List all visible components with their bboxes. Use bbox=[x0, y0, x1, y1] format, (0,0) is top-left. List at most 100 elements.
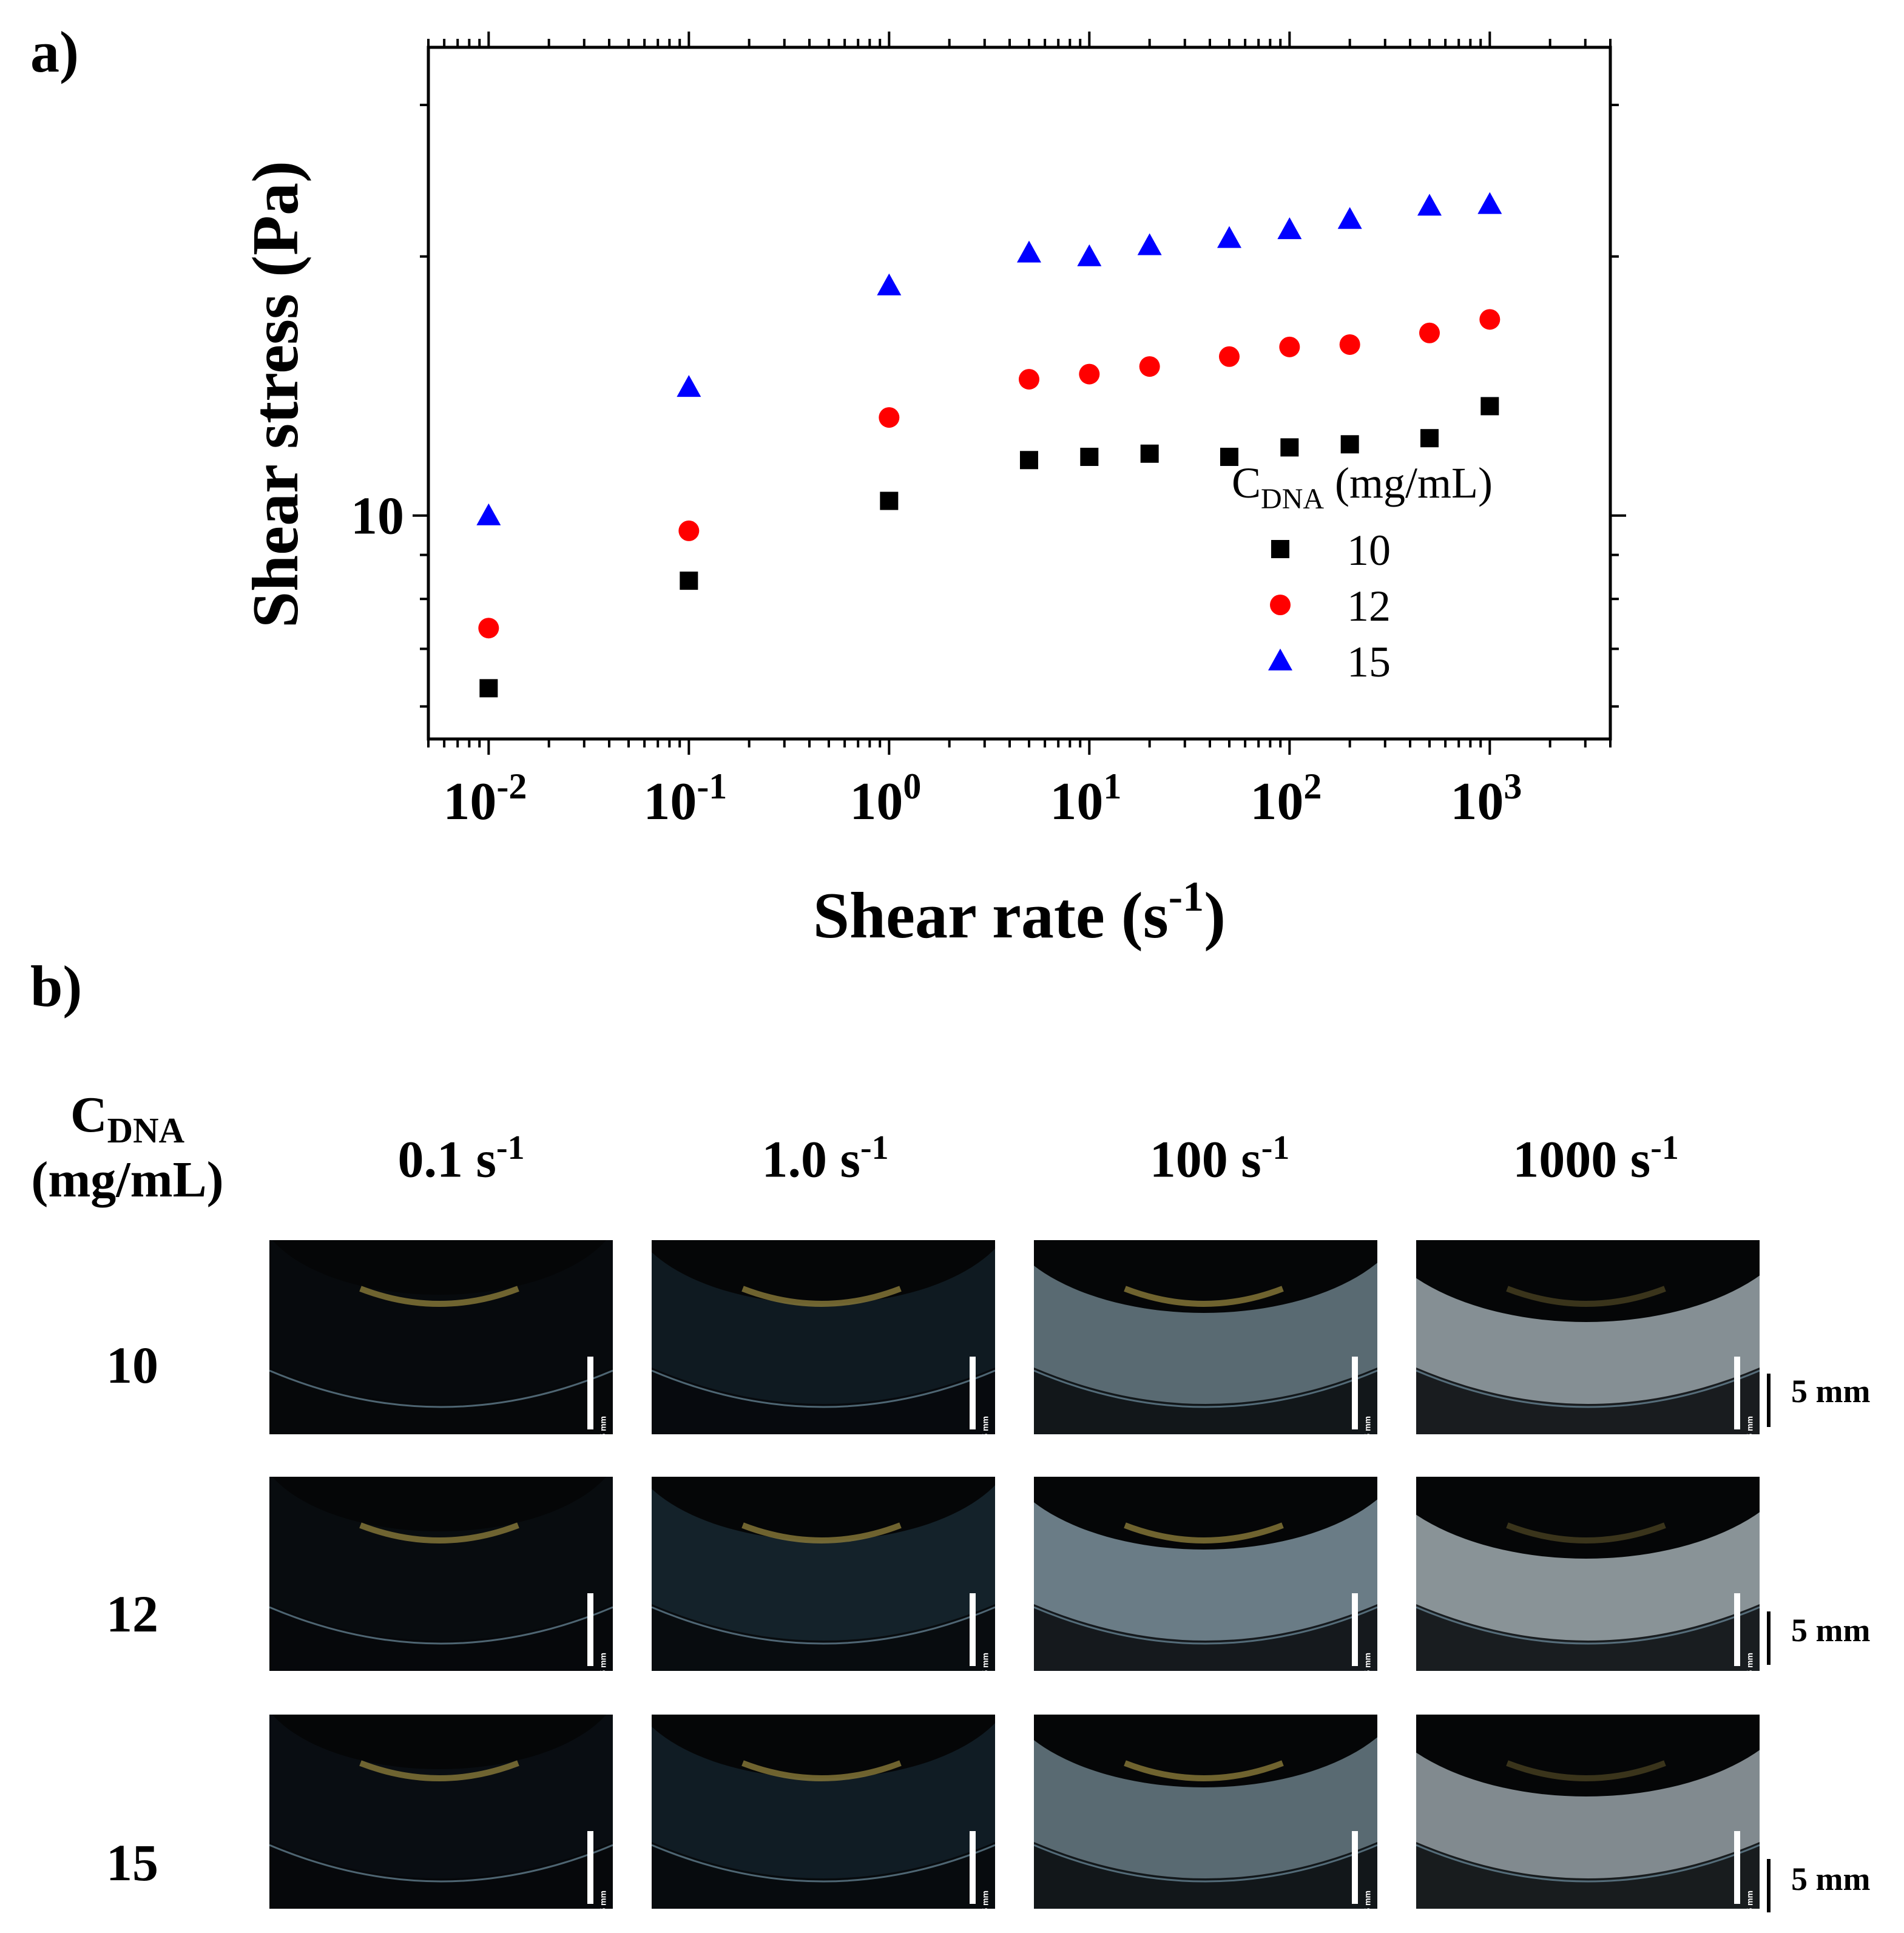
photo-scale-label: 5 mm bbox=[981, 1653, 990, 1671]
legend-label-15: 15 bbox=[1347, 638, 1391, 686]
plot-frame bbox=[427, 46, 1612, 741]
column-header-100: 100 s-1 bbox=[1062, 1128, 1377, 1190]
scale-bar-label-row-12: 5 mm bbox=[1791, 1612, 1871, 1648]
photo-scale-bar bbox=[1734, 1357, 1740, 1429]
panel-a-label: a) bbox=[30, 19, 79, 84]
photo-scale-bar bbox=[1734, 1831, 1740, 1904]
photo-scale-bar bbox=[1352, 1593, 1358, 1666]
x-tick-label: 10-1 bbox=[643, 766, 727, 831]
scale-bar-row-15 bbox=[1767, 1859, 1771, 1912]
data-point-series-12 bbox=[1218, 346, 1240, 367]
data-point-series-10 bbox=[680, 572, 698, 590]
photo-scale-bar bbox=[970, 1357, 976, 1429]
shear-stress-chart: 10-2 10-1 100 101 102 103 10 Shear rate (s-1) Sh… bbox=[240, 32, 1626, 952]
photo-scale-label: 5 mm bbox=[1363, 1891, 1372, 1909]
shear-photo-r1-c2: 5 mm bbox=[1034, 1477, 1377, 1671]
legend-label-10: 10 bbox=[1347, 526, 1391, 575]
photo-scale-label: 5 mm bbox=[1745, 1416, 1755, 1434]
photo-scale-label: 5 mm bbox=[598, 1416, 608, 1434]
cdna-header-sub: DNA bbox=[107, 1110, 185, 1150]
data-point-series-15 bbox=[1137, 233, 1162, 255]
data-point-series-15 bbox=[1077, 244, 1102, 266]
data-point-series-15 bbox=[877, 273, 902, 295]
x-tick-label: 103 bbox=[1450, 766, 1522, 831]
photo-scale-bar bbox=[587, 1831, 593, 1904]
data-point-series-10 bbox=[1019, 451, 1038, 470]
legend-label-12: 12 bbox=[1347, 582, 1391, 630]
scale-bar-label-row-15: 5 mm bbox=[1791, 1861, 1871, 1897]
x-tick-label: 100 bbox=[849, 766, 921, 831]
data-point-series-15 bbox=[1337, 207, 1362, 229]
data-point-series-15 bbox=[1277, 217, 1302, 240]
photo-scale-label: 5 mm bbox=[1745, 1653, 1755, 1671]
column-header-sup: -1 bbox=[1650, 1129, 1679, 1167]
data-point-series-12 bbox=[1018, 369, 1039, 390]
photo-scale-bar bbox=[1352, 1357, 1358, 1429]
shear-photo-r0-c0: 5 mm bbox=[269, 1240, 613, 1434]
photo-scale-label: 5 mm bbox=[598, 1653, 608, 1671]
cdna-header-main: C bbox=[70, 1087, 107, 1143]
scale-bar-row-10 bbox=[1767, 1374, 1771, 1427]
cdna-header: CDNA (mg/mL) bbox=[0, 1086, 255, 1210]
shear-photo-r2-c3: 5 mm bbox=[1416, 1715, 1760, 1909]
photo-scale-bar bbox=[970, 1593, 976, 1666]
photo-scale-bar bbox=[587, 1593, 593, 1666]
photo-image bbox=[1416, 1240, 1760, 1434]
x-tick-label: 10-2 bbox=[443, 766, 527, 831]
photo-image bbox=[269, 1715, 613, 1909]
photo-scale-label: 5 mm bbox=[981, 1416, 990, 1434]
photo-scale-label: 5 mm bbox=[1363, 1653, 1372, 1671]
data-point-series-12 bbox=[1339, 334, 1360, 355]
scale-bar-label-row-10: 5 mm bbox=[1791, 1373, 1871, 1409]
row-label-12: 12 bbox=[106, 1585, 158, 1643]
legend-marker-12 bbox=[1270, 595, 1291, 615]
column-header-text: 1000 s bbox=[1513, 1130, 1651, 1189]
y-axis-label: Shear stress (Pa) bbox=[240, 161, 312, 628]
y-tick-label: 10 bbox=[351, 487, 404, 546]
shear-photo-r2-c0: 5 mm bbox=[269, 1715, 613, 1909]
photo-scale-bar bbox=[587, 1357, 593, 1429]
data-point-series-10 bbox=[1340, 435, 1359, 454]
photo-image bbox=[1034, 1715, 1377, 1909]
column-header-sup: -1 bbox=[1261, 1129, 1290, 1167]
shear-photo-r1-c1: 5 mm bbox=[652, 1477, 995, 1671]
data-point-series-10 bbox=[479, 679, 498, 698]
photo-image bbox=[1034, 1240, 1377, 1434]
photo-image bbox=[1416, 1477, 1760, 1671]
photo-image bbox=[1034, 1477, 1377, 1671]
shear-photo-r0-c2: 5 mm bbox=[1034, 1240, 1377, 1434]
data-point-series-15 bbox=[1016, 240, 1041, 263]
photo-scale-label: 5 mm bbox=[598, 1891, 608, 1909]
column-header-1000: 1000 s-1 bbox=[1438, 1128, 1754, 1190]
shear-photo-r1-c3: 5 mm bbox=[1416, 1477, 1760, 1671]
panel-b-label: b) bbox=[30, 954, 83, 1019]
legend-marker-10 bbox=[1271, 540, 1289, 558]
photo-scale-label: 5 mm bbox=[981, 1891, 990, 1909]
column-header-text: 100 s bbox=[1149, 1130, 1261, 1189]
legend-marker-15 bbox=[1268, 649, 1292, 670]
x-tick-label: 101 bbox=[1050, 766, 1121, 831]
cdna-header-unit: (mg/mL) bbox=[31, 1152, 224, 1209]
data-point-series-10 bbox=[880, 491, 899, 510]
column-header-text: 1.0 s bbox=[761, 1130, 860, 1189]
data-point-series-10 bbox=[1280, 438, 1299, 457]
photo-scale-bar bbox=[970, 1831, 976, 1904]
data-point-series-15 bbox=[677, 375, 701, 397]
data-point-series-12 bbox=[678, 520, 700, 541]
photo-image bbox=[1416, 1715, 1760, 1909]
data-point-series-10 bbox=[1480, 397, 1499, 416]
shear-photo-r2-c2: 5 mm bbox=[1034, 1715, 1377, 1909]
shear-photo-r0-c3: 5 mm bbox=[1416, 1240, 1760, 1434]
data-point-series-10 bbox=[1080, 448, 1099, 467]
shear-photo-r0-c1: 5 mm bbox=[652, 1240, 995, 1434]
data-point-series-12 bbox=[1079, 363, 1100, 385]
data-point-series-12 bbox=[478, 618, 499, 639]
photo-scale-bar bbox=[1352, 1831, 1358, 1904]
x-tick-label: 102 bbox=[1250, 766, 1322, 831]
data-point-series-12 bbox=[879, 407, 900, 428]
data-point-series-12 bbox=[1139, 356, 1160, 377]
x-axis-label: Shear rate (s-1) bbox=[813, 874, 1226, 952]
photo-image bbox=[652, 1477, 995, 1671]
photo-scale-label: 5 mm bbox=[1363, 1416, 1372, 1434]
column-header-text: 0.1 s bbox=[397, 1130, 496, 1189]
